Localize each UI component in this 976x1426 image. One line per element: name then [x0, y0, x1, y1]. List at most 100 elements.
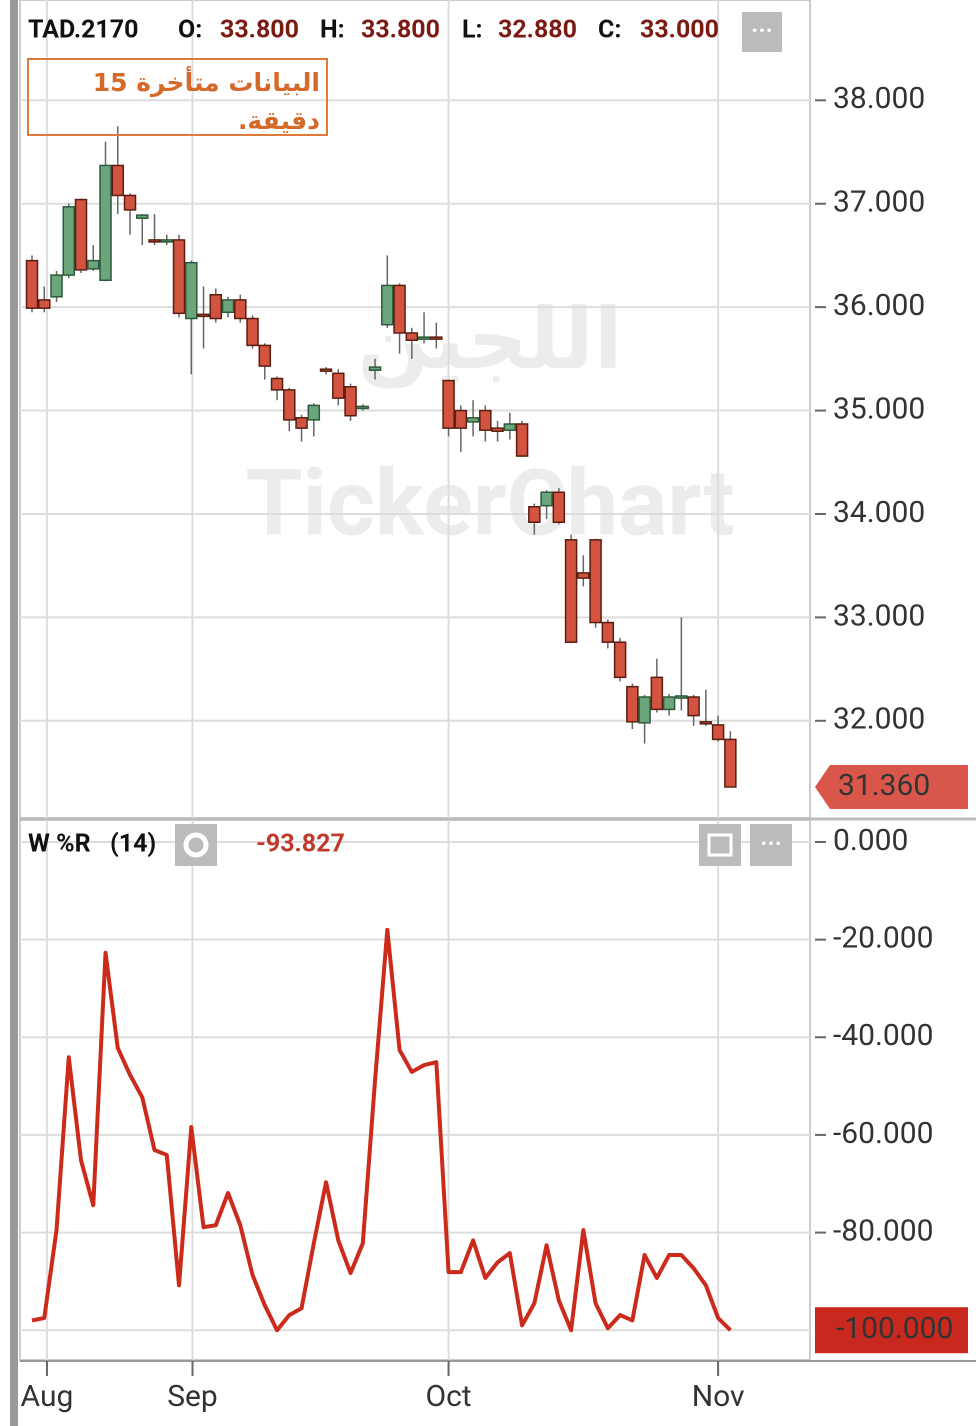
menu-dots: ···: [760, 829, 782, 857]
candle-body: [417, 336, 431, 340]
candle-body: [430, 336, 443, 340]
menu-button[interactable]: [750, 824, 792, 866]
left-edge: [10, 0, 18, 1426]
candle-body: [491, 427, 504, 432]
gear-icon: [183, 832, 209, 858]
candle-body: [650, 676, 664, 711]
ohlc-name: O:: [178, 16, 202, 45]
candle-body: [148, 239, 161, 243]
window-icon: [707, 833, 733, 857]
candle-body: [87, 259, 100, 270]
candle-body: [270, 377, 284, 391]
wr-line: [31, 927, 732, 1333]
settings-button[interactable]: [175, 824, 217, 866]
y-tick-label: 34.000: [833, 495, 925, 530]
candle-body: [368, 366, 382, 371]
candle-body: [503, 423, 517, 431]
x-tick-label: Sep: [167, 1379, 218, 1414]
menu-button[interactable]: [742, 12, 782, 52]
candle-body: [711, 724, 725, 741]
ohlc-value: 33.800: [361, 16, 440, 45]
y-tick-label: -60.000: [833, 1116, 934, 1151]
candle-body: [283, 389, 296, 421]
y-tick-label: -40.000: [833, 1018, 934, 1053]
last-value-label: 31.360: [838, 768, 930, 803]
indicator-period: (14): [110, 830, 156, 859]
candle-body: [687, 696, 700, 717]
ohlc-name: C:: [598, 16, 621, 45]
y-tick-label: -20.000: [833, 921, 934, 956]
candle-body: [577, 572, 590, 579]
candle-body: [564, 539, 578, 643]
candle-body: [99, 164, 112, 282]
candle-body: [442, 379, 455, 429]
candle-body: [50, 274, 63, 298]
candle-body: [197, 313, 210, 318]
candle-body: [221, 299, 235, 314]
candle-body: [356, 405, 370, 410]
candle-body: [552, 491, 566, 523]
watermark: TickerChart: [246, 450, 735, 557]
x-tick-label: Aug: [21, 1379, 74, 1414]
candle-body: [25, 259, 39, 309]
candle-body: [626, 685, 639, 723]
ohlc-value: 32.880: [498, 16, 577, 45]
indicator-title: W %R: [28, 830, 91, 859]
window-button[interactable]: [699, 824, 741, 866]
y-tick-label: 35.000: [833, 391, 925, 426]
candle-body: [405, 332, 419, 341]
candle-body: [111, 164, 125, 197]
candle-body: [319, 368, 333, 372]
candle-body: [295, 417, 308, 429]
candle-body: [540, 491, 553, 507]
candle-body: [466, 417, 480, 423]
y-tick-label: 32.000: [833, 702, 925, 737]
candle-body: [479, 409, 492, 431]
ohlc-value: 33.000: [640, 16, 719, 45]
last-value-tag: [815, 1307, 968, 1354]
candle-body: [234, 299, 247, 320]
candle-body: [172, 239, 186, 315]
symbol: TAD.2170: [28, 16, 138, 45]
candle-body: [613, 641, 627, 679]
candle-body: [246, 317, 259, 347]
x-tick-label: Oct: [425, 1379, 471, 1414]
candle-body: [381, 284, 394, 326]
x-tick-label: Nov: [692, 1379, 745, 1414]
candle-body: [638, 696, 651, 724]
candle-body: [601, 621, 615, 643]
ohlc-value: 33.800: [220, 16, 299, 45]
last-value-tag: [815, 764, 968, 809]
candle-body: [307, 404, 321, 421]
candle-body: [454, 409, 468, 429]
ohlc-name: H:: [320, 16, 345, 45]
candle-body: [528, 505, 541, 523]
candle-body: [589, 539, 602, 624]
candle-body: [724, 738, 737, 788]
candle-body: [662, 696, 676, 711]
candle-body: [38, 299, 51, 309]
last-value-label: -100.000: [836, 1311, 953, 1346]
candle-body: [136, 214, 149, 219]
candle-body: [515, 423, 529, 457]
y-tick-label: 0.000: [833, 823, 908, 858]
candle-body: [393, 284, 406, 334]
candle-body: [160, 239, 174, 243]
candle-body: [332, 372, 345, 399]
y-tick-label: 36.000: [833, 288, 925, 323]
candle-body: [123, 194, 137, 211]
candle-body: [699, 721, 713, 725]
candle-body: [344, 386, 357, 417]
candle-body: [62, 206, 76, 276]
y-tick-label: -80.000: [833, 1213, 934, 1248]
candle-body: [675, 695, 688, 699]
candle-body: [74, 198, 88, 271]
menu-dots: ···: [751, 16, 773, 44]
candle-body: [209, 293, 223, 320]
indicator-value: -93.827: [256, 830, 345, 859]
y-tick-label: 37.000: [833, 185, 925, 220]
ohlc-name: L:: [462, 16, 483, 45]
candle-body: [258, 344, 272, 367]
